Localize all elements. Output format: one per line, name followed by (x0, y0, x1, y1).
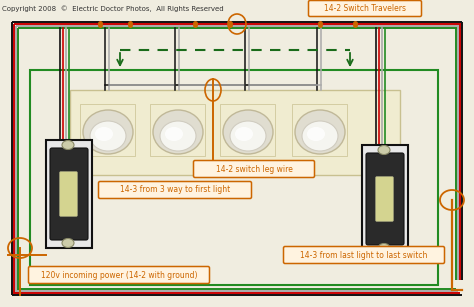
FancyBboxPatch shape (309, 1, 421, 17)
Ellipse shape (153, 110, 203, 154)
Ellipse shape (62, 239, 74, 247)
FancyBboxPatch shape (60, 172, 78, 216)
FancyBboxPatch shape (99, 181, 252, 199)
Ellipse shape (302, 121, 338, 151)
Ellipse shape (378, 146, 390, 154)
FancyBboxPatch shape (220, 104, 275, 156)
Ellipse shape (160, 121, 196, 151)
FancyBboxPatch shape (46, 140, 92, 248)
Text: Copyright 2008  ©  Electric Doctor Photos,  All Rights Reserved: Copyright 2008 © Electric Doctor Photos,… (2, 5, 224, 12)
Ellipse shape (62, 141, 74, 150)
Ellipse shape (235, 127, 253, 141)
Ellipse shape (378, 243, 390, 252)
FancyBboxPatch shape (150, 104, 205, 156)
Ellipse shape (95, 127, 113, 141)
Ellipse shape (223, 110, 273, 154)
Ellipse shape (295, 110, 345, 154)
FancyBboxPatch shape (50, 148, 88, 240)
Ellipse shape (307, 127, 325, 141)
FancyBboxPatch shape (28, 266, 210, 283)
Text: 14-2 Switch Travelers: 14-2 Switch Travelers (324, 4, 406, 13)
Text: 120v incoming power (14-2 with ground): 120v incoming power (14-2 with ground) (41, 270, 197, 279)
Text: 14-3 from 3 way to first light: 14-3 from 3 way to first light (120, 185, 230, 195)
FancyBboxPatch shape (193, 161, 315, 177)
FancyBboxPatch shape (283, 247, 445, 263)
Text: 14-3 from last light to last switch: 14-3 from last light to last switch (301, 251, 428, 259)
Ellipse shape (90, 121, 126, 151)
FancyBboxPatch shape (70, 90, 400, 175)
FancyBboxPatch shape (375, 177, 393, 221)
FancyBboxPatch shape (362, 145, 408, 253)
Text: 14-2 switch leg wire: 14-2 switch leg wire (216, 165, 292, 173)
FancyBboxPatch shape (292, 104, 347, 156)
FancyBboxPatch shape (80, 104, 135, 156)
FancyBboxPatch shape (366, 153, 404, 245)
Ellipse shape (83, 110, 133, 154)
Ellipse shape (165, 127, 183, 141)
Ellipse shape (230, 121, 266, 151)
